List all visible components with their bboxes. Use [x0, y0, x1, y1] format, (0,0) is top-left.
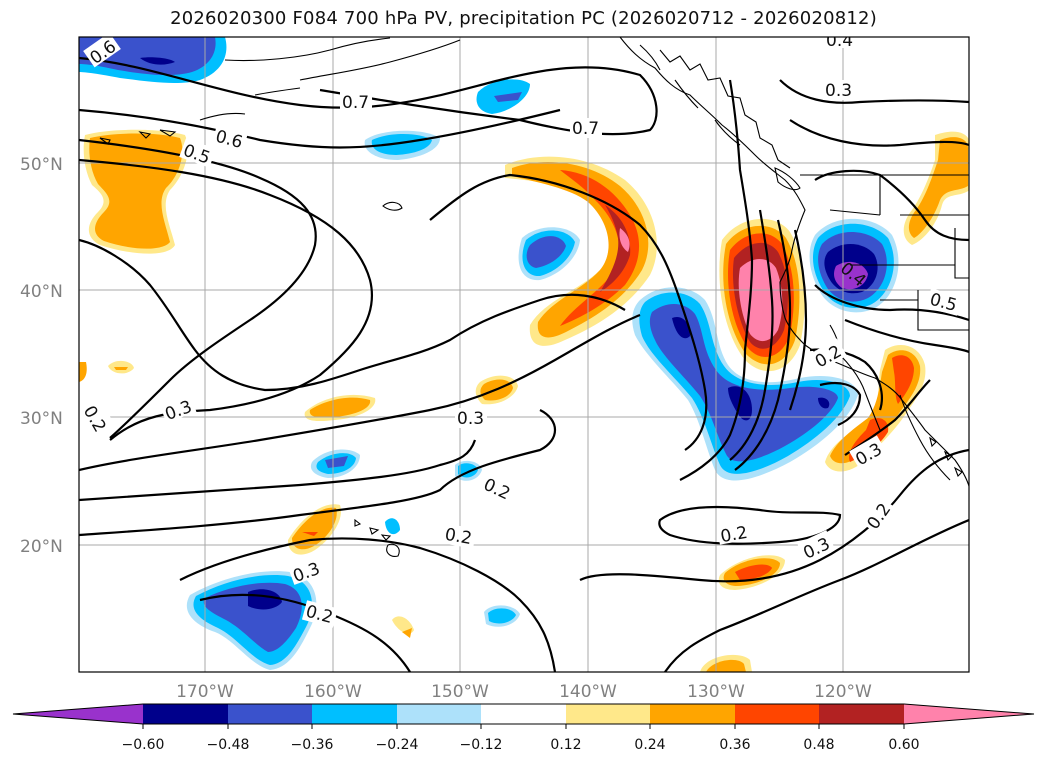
latitude-labels: 50°N 40°N 30°N 20°N — [20, 155, 63, 557]
colorbar-extend-right — [904, 704, 1034, 724]
precip-blob-purple — [809, 218, 899, 313]
lon-label-130w: 130°W — [687, 682, 745, 702]
pv-contours — [79, 56, 969, 672]
map-title: 2026020300 F084 700 hPa PV, precipitatio… — [170, 8, 877, 29]
colorbar-segment — [143, 704, 228, 724]
coastlines — [99, 37, 969, 557]
contour-labels: 0.6 0.7 0.6 0.5 0.7 0.4 0.3 0.4 0.5 0.2 — [79, 31, 963, 628]
colorbar-segment — [650, 704, 735, 724]
colorbar-tick: −0.36 — [291, 737, 334, 753]
colorbar-segment — [735, 704, 819, 724]
colorbar-tick: 0.24 — [634, 737, 665, 753]
lon-label-160w: 160°W — [304, 682, 362, 702]
contour-label: 0.2 — [443, 525, 473, 549]
colorbar-tick: 0.12 — [550, 737, 581, 753]
lon-label-150w: 150°W — [431, 682, 489, 702]
colorbar-extend-left — [13, 704, 143, 724]
colorbar-segment — [819, 704, 904, 724]
map-content: 0.6 0.7 0.6 0.5 0.7 0.4 0.3 0.4 0.5 0.2 — [79, 31, 969, 672]
lon-label-120w: 120°W — [814, 682, 872, 702]
map-frame — [78, 36, 970, 673]
contour-label: 0.7 — [572, 119, 599, 139]
contour-label: 0.7 — [342, 93, 369, 113]
colorbar-tick: 0.48 — [803, 737, 834, 753]
precip-band-c-shape — [505, 156, 657, 346]
colorbar-tick: 0.60 — [888, 737, 919, 753]
lat-label-20n: 20°N — [20, 537, 63, 557]
negative-precip-regions — [79, 37, 899, 670]
colorbar-tick: −0.60 — [122, 737, 165, 753]
colorbar-segment — [481, 704, 566, 724]
contour-label: 0.3 — [825, 81, 852, 101]
colorbar-segment — [566, 704, 650, 724]
colorbar-tick: −0.48 — [207, 737, 250, 753]
longitude-labels: 170°W 160°W 150°W 140°W 130°W 120°W — [176, 682, 872, 702]
positive-precip-regions — [79, 129, 969, 672]
lat-label-40n: 40°N — [20, 282, 63, 302]
colorbar-segment — [228, 704, 312, 724]
contour-label: 0.2 — [719, 523, 749, 547]
lon-label-140w: 140°W — [559, 682, 617, 702]
colorbar-tick: 0.36 — [719, 737, 750, 753]
colorbar-tick: −0.12 — [460, 737, 503, 753]
contour-label: 0.4 — [826, 31, 853, 51]
colorbar-segment — [397, 704, 481, 724]
contour-label: 0.3 — [457, 409, 484, 429]
lat-label-50n: 50°N — [20, 155, 63, 175]
lat-label-30n: 30°N — [20, 409, 63, 429]
colorbar-tick: −0.24 — [376, 737, 419, 753]
colorbar-segment — [312, 704, 397, 724]
lon-label-170w: 170°W — [176, 682, 234, 702]
colorbar: −0.60 −0.48 −0.36 −0.24 −0.12 0.12 0.24 … — [12, 703, 1035, 753]
